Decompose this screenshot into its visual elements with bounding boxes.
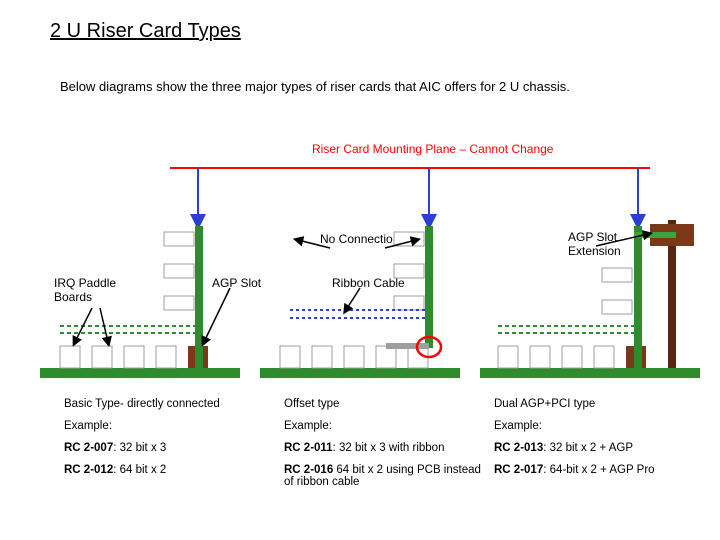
examples-table: Basic Type- directly connected Offset ty… [64,398,684,498]
type-label-basic: Basic Type- directly connected [64,398,284,410]
example-label-1: Example: [64,420,284,432]
row-c2-1: RC 2-011: 32 bit x 3 with ribbon [284,442,494,454]
intro-text: Below diagrams show the three major type… [60,78,620,96]
example-label-2: Example: [284,420,494,432]
row-c1-2: RC 2-012: 64 bit x 2 [64,464,284,488]
type-label-dual: Dual AGP+PCI type [494,398,684,410]
page-title: 2 U Riser Card Types [50,20,241,43]
example-label-3: Example: [494,420,684,432]
row-c3-2: RC 2-017: 64-bit x 2 + AGP Pro [494,464,684,488]
plane-label: Riser Card Mounting Plane – Cannot Chang… [312,142,553,156]
diagram-dual [480,220,700,378]
row-c2-2: RC 2-016 64 bit x 2 using PCB instead of… [284,464,494,488]
type-label-offset: Offset type [284,398,494,410]
diagram-basic [40,226,240,378]
diagram-offset [260,226,460,378]
row-c3-1: RC 2-013: 32 bit x 2 + AGP [494,442,684,454]
riser-diagram [30,160,710,390]
row-c1-1: RC 2-007: 32 bit x 3 [64,442,284,454]
